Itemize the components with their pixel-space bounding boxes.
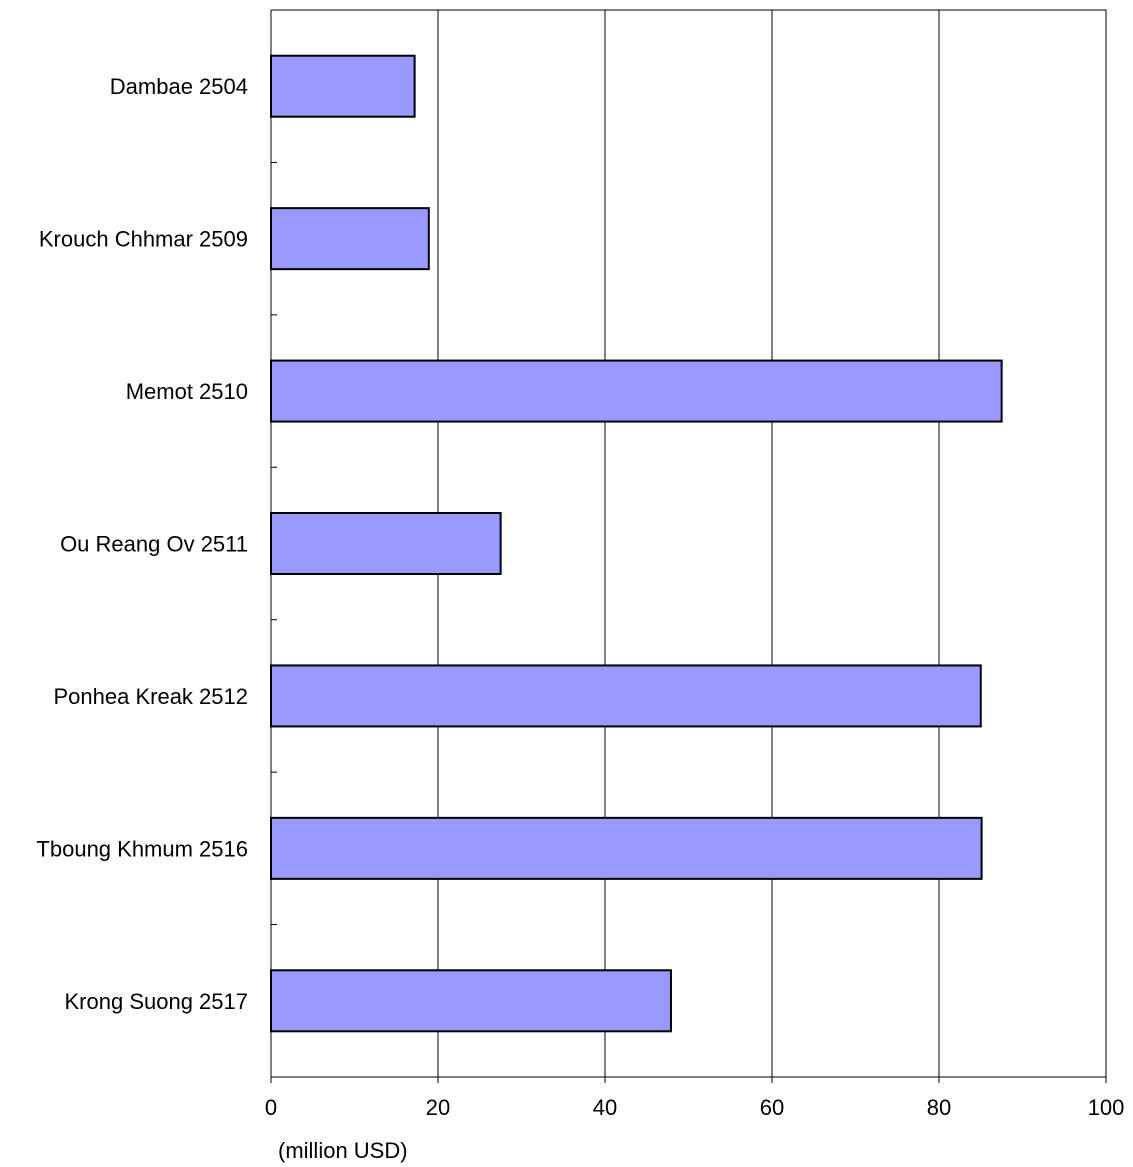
gridlines xyxy=(437,10,1107,1077)
x-tick-label: 40 xyxy=(593,1095,617,1120)
category-label: Memot 2510 xyxy=(126,379,248,404)
bar xyxy=(270,359,1003,423)
x-tick-label: 100 xyxy=(1088,1095,1125,1120)
bar xyxy=(270,969,672,1033)
category-label: Krong Suong 2517 xyxy=(65,989,249,1014)
bar xyxy=(270,664,982,728)
category-label: Krouch Chhmar 2509 xyxy=(39,227,248,252)
bar xyxy=(270,512,502,575)
x-axis-title: (million USD) xyxy=(278,1138,408,1163)
axes xyxy=(270,9,1107,1083)
x-tick-label: 0 xyxy=(265,1095,277,1120)
bar xyxy=(270,207,430,271)
x-tick-label: 60 xyxy=(760,1095,784,1120)
category-label: Ou Reang Ov 2511 xyxy=(60,532,248,557)
bar xyxy=(270,54,416,118)
category-labels: Dambae 2504 Krouch Chhmar 2509 Memot 2510 O… xyxy=(36,74,248,1014)
bar xyxy=(270,816,983,880)
category-label: Tboung Khmum 2516 xyxy=(36,836,248,861)
x-tick-labels: 0 20 40 60 80 100 xyxy=(265,1095,1124,1120)
category-label: Ponhea Kreak 2512 xyxy=(54,684,249,709)
category-label: Dambae 2504 xyxy=(110,74,248,99)
x-tick-label: 20 xyxy=(426,1095,450,1120)
bars xyxy=(270,54,1003,1033)
x-tick-label: 80 xyxy=(927,1095,951,1120)
